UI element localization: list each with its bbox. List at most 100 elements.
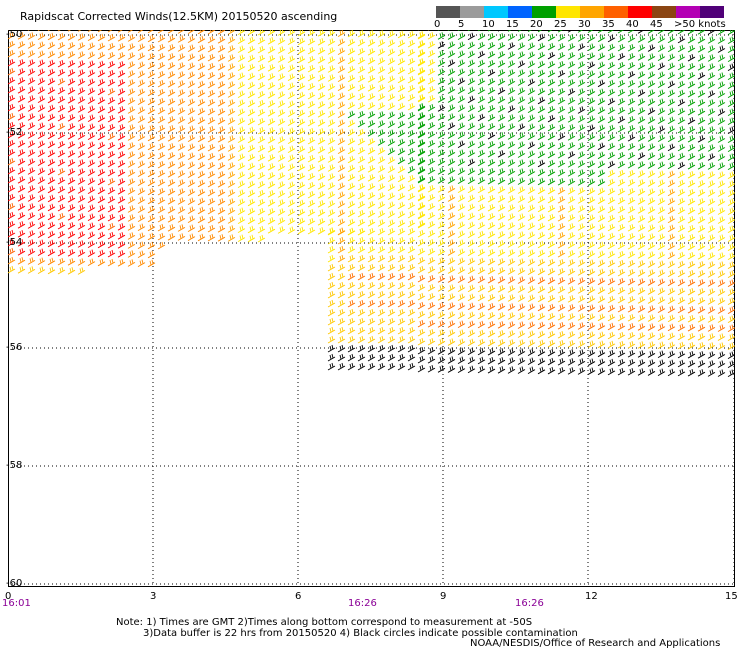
wind-barb	[327, 30, 336, 37]
wind-barb	[297, 199, 306, 208]
wind-barb	[697, 243, 706, 251]
wind-barb	[97, 132, 106, 141]
wind-barb	[377, 308, 386, 317]
wind-barb	[447, 356, 456, 364]
wind-barb	[607, 367, 616, 376]
wind-barb	[617, 205, 626, 214]
wind-barb	[587, 286, 596, 294]
wind-barb	[8, 247, 16, 256]
lat-label: -50	[6, 29, 23, 40]
wind-barb	[657, 305, 666, 313]
wind-barb	[257, 171, 266, 180]
wind-barb	[127, 160, 136, 168]
wind-barb	[397, 290, 406, 299]
wind-barb	[667, 62, 676, 71]
wind-barb	[47, 113, 56, 122]
wind-barb	[287, 217, 296, 225]
wind-barb	[547, 69, 556, 78]
wind-barb	[487, 50, 496, 59]
wind-barb	[287, 37, 296, 45]
wind-barb	[537, 60, 546, 69]
wind-barb	[337, 254, 346, 263]
wind-barb	[647, 62, 656, 70]
wind-barb	[527, 276, 536, 285]
wind-barb	[407, 272, 416, 281]
wind-barb	[347, 128, 356, 137]
wind-barb	[437, 86, 446, 94]
wind-barb	[617, 43, 626, 52]
wind-barb	[17, 59, 26, 67]
wind-barb	[527, 30, 532, 33]
wind-barb	[357, 308, 366, 317]
wind-barb	[167, 80, 176, 88]
wind-barb	[477, 221, 486, 230]
wind-barb	[437, 77, 446, 85]
wind-barb	[337, 128, 346, 136]
wind-barb	[457, 311, 466, 319]
wind-barb	[717, 135, 726, 143]
wind-barb	[637, 179, 646, 187]
wind-barb	[577, 133, 586, 141]
wind-barb	[717, 279, 726, 287]
wind-barb	[387, 281, 396, 290]
wind-barb	[557, 285, 566, 294]
wind-barb	[197, 71, 206, 80]
wind-barb	[327, 308, 336, 317]
wind-barb	[557, 348, 566, 357]
wind-barb	[367, 75, 376, 83]
wind-barb	[607, 169, 616, 178]
wind-barb	[257, 216, 266, 225]
wind-barb	[557, 294, 566, 303]
wind-barb	[337, 173, 346, 181]
wind-barb	[707, 243, 716, 251]
wind-barb	[57, 32, 66, 41]
wind-barb	[567, 313, 576, 321]
wind-barb	[157, 151, 166, 160]
wind-barb	[377, 326, 386, 335]
wind-barb	[457, 230, 466, 238]
wind-barb	[587, 187, 596, 195]
wind-barb	[77, 42, 86, 50]
wind-barb	[277, 127, 286, 135]
wind-barb	[707, 198, 716, 206]
wind-barb	[627, 62, 636, 70]
wind-barb	[17, 104, 26, 112]
wind-barb	[57, 248, 66, 257]
wind-barb	[657, 107, 666, 115]
wind-barb	[377, 192, 386, 200]
wind-barb	[207, 215, 216, 224]
wind-barb	[297, 91, 306, 100]
wind-barb	[567, 151, 576, 159]
wind-barb	[47, 221, 56, 230]
wind-barb	[717, 126, 726, 134]
wind-barb	[237, 45, 246, 53]
wind-barb	[387, 219, 396, 227]
wind-barb	[227, 234, 236, 242]
wind-barb	[227, 135, 236, 143]
wind-barb	[457, 257, 466, 265]
wind-barb	[67, 51, 76, 59]
wind-barb	[627, 242, 636, 250]
wind-barb	[667, 260, 676, 269]
wind-barb	[347, 173, 356, 182]
wind-barb	[497, 114, 506, 122]
wind-barb	[377, 48, 386, 56]
wind-barb	[107, 240, 116, 249]
wind-barb	[697, 171, 706, 179]
wind-barb	[157, 169, 166, 178]
wind-barb	[547, 186, 556, 195]
wind-barb	[617, 295, 626, 304]
wind-barb	[657, 35, 666, 43]
wind-barb	[727, 45, 735, 54]
lon-label: 6	[295, 591, 302, 602]
wind-barb	[567, 304, 576, 312]
wind-barb	[717, 72, 726, 80]
wind-barb	[267, 37, 276, 45]
wind-barb	[417, 40, 426, 49]
wind-barb	[117, 79, 126, 87]
wind-barb	[437, 176, 446, 184]
wind-barb	[477, 293, 486, 302]
wind-barb	[327, 317, 336, 326]
wind-barb	[187, 224, 196, 232]
wind-barb	[207, 107, 216, 116]
